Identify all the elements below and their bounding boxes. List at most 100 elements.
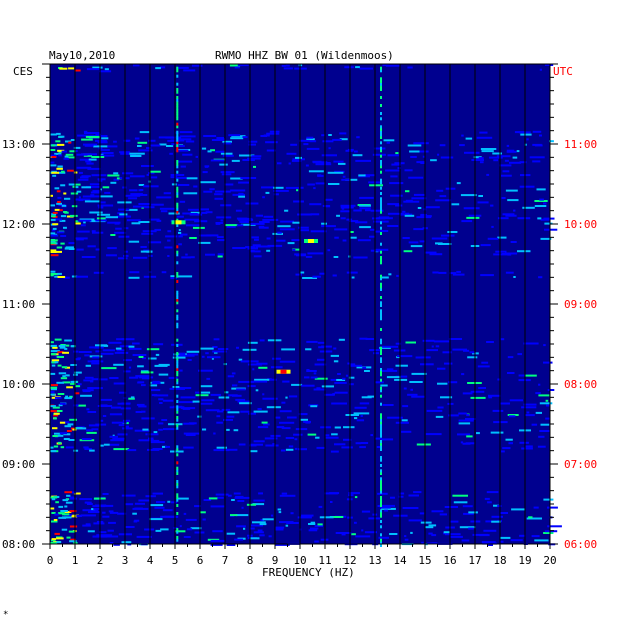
- persistent-line-segment: [380, 456, 382, 459]
- spectral-streak: [80, 514, 96, 517]
- spectral-streak: [253, 380, 268, 383]
- spectral-streak: [177, 184, 190, 186]
- spectral-streak: [411, 395, 426, 398]
- spectral-streak: [70, 192, 79, 195]
- spectral-streak: [65, 153, 74, 156]
- spectral-streak: [50, 149, 56, 151]
- spectral-streak: [143, 249, 152, 252]
- spectral-streak: [82, 389, 94, 392]
- spectral-streak: [50, 450, 57, 453]
- spectral-streak: [195, 391, 201, 394]
- persistent-line-segment: [380, 373, 382, 377]
- spectral-streak: [360, 442, 369, 444]
- spectral-streak: [133, 256, 148, 259]
- spectral-streak: [51, 539, 56, 542]
- spectral-streak: [146, 147, 152, 149]
- spectral-streak: [87, 411, 97, 413]
- spectral-streak: [310, 230, 327, 233]
- spectral-streak: [435, 345, 440, 348]
- spectral-streak: [425, 206, 440, 209]
- persistent-line-segment: [380, 338, 382, 342]
- spectral-streak: [265, 191, 270, 194]
- spectral-streak: [235, 398, 246, 401]
- spectral-streak: [60, 235, 67, 237]
- persistent-line-segment: [176, 445, 179, 449]
- spectral-streak: [116, 177, 122, 180]
- spectral-streak: [289, 395, 298, 398]
- spectral-streak: [457, 433, 470, 436]
- persistent-line-segment: [380, 520, 382, 523]
- spectral-streak: [138, 439, 154, 442]
- spectral-streak: [462, 392, 473, 395]
- persistent-line-segment: [380, 434, 382, 438]
- spectral-streak: [317, 174, 324, 177]
- spectral-streak: [90, 191, 101, 194]
- spectral-streak: [197, 415, 202, 418]
- spectral-streak: [247, 157, 261, 160]
- spectral-streak: [101, 137, 109, 140]
- x-tick-label: 18: [493, 554, 506, 567]
- spectral-streak: [151, 382, 161, 385]
- spectral-streak: [84, 200, 101, 203]
- spectral-streak: [50, 386, 58, 389]
- spectral-streak: [535, 392, 541, 395]
- spectral-streak: [270, 366, 283, 369]
- spectral-streak: [87, 503, 93, 505]
- x-tick-label: 19: [518, 554, 531, 567]
- spectral-streak: [338, 162, 346, 165]
- spectral-streak: [443, 531, 451, 534]
- spectral-streak: [86, 431, 97, 434]
- spectral-streak: [405, 341, 416, 344]
- persistent-line-segment: [380, 496, 382, 499]
- spectral-streak: [185, 518, 197, 521]
- spectral-streak: [74, 222, 81, 225]
- spectral-streak: [461, 220, 473, 223]
- spectral-streak: [107, 174, 120, 177]
- spectral-streak: [200, 208, 209, 211]
- persistent-line-segment: [380, 112, 382, 115]
- spectral-streak: [54, 532, 60, 535]
- spectral-streak: [350, 363, 356, 366]
- spectral-streak: [166, 145, 174, 147]
- persistent-line-segment: [380, 488, 382, 491]
- spectral-streak: [508, 442, 513, 445]
- spectral-streak: [428, 532, 433, 535]
- spectral-streak: [55, 140, 61, 143]
- spectral-streak: [180, 135, 196, 138]
- persistent-line-segment: [380, 378, 382, 382]
- spectral-streak: [346, 218, 353, 221]
- persistent-line-segment: [380, 242, 382, 246]
- spectral-streak: [413, 193, 425, 196]
- spectral-streak: [73, 492, 81, 495]
- spectral-streak: [230, 514, 238, 517]
- spectral-streak: [73, 171, 78, 174]
- spectral-streak: [425, 433, 442, 436]
- spectral-streak: [65, 374, 70, 377]
- spectral-streak: [467, 356, 478, 359]
- spectral-streak: [119, 391, 127, 394]
- spectral-streak: [77, 230, 90, 233]
- spectral-streak: [547, 506, 558, 509]
- spectral-streak: [478, 157, 484, 160]
- spectral-streak: [217, 410, 224, 413]
- spectral-streak: [502, 213, 515, 216]
- spectral-streak: [365, 338, 375, 340]
- spectral-streak: [213, 338, 220, 341]
- spectral-streak: [81, 438, 92, 441]
- persistent-line-segment: [176, 530, 179, 534]
- spectral-streak: [85, 501, 92, 504]
- spectral-streak: [143, 185, 159, 188]
- spectral-streak: [500, 338, 505, 341]
- spectral-streak: [111, 406, 121, 409]
- spectral-streak: [51, 538, 57, 541]
- persistent-line-segment: [380, 509, 382, 513]
- spectral-streak: [241, 506, 244, 509]
- spectral-streak: [168, 212, 180, 215]
- spectral-streak: [248, 143, 256, 146]
- persistent-line-segment: [380, 314, 382, 318]
- spectral-streak: [288, 162, 291, 165]
- spectral-streak: [95, 139, 107, 142]
- spectral-streak: [146, 348, 160, 351]
- spectral-streak: [65, 246, 74, 249]
- spectral-streak: [127, 219, 141, 222]
